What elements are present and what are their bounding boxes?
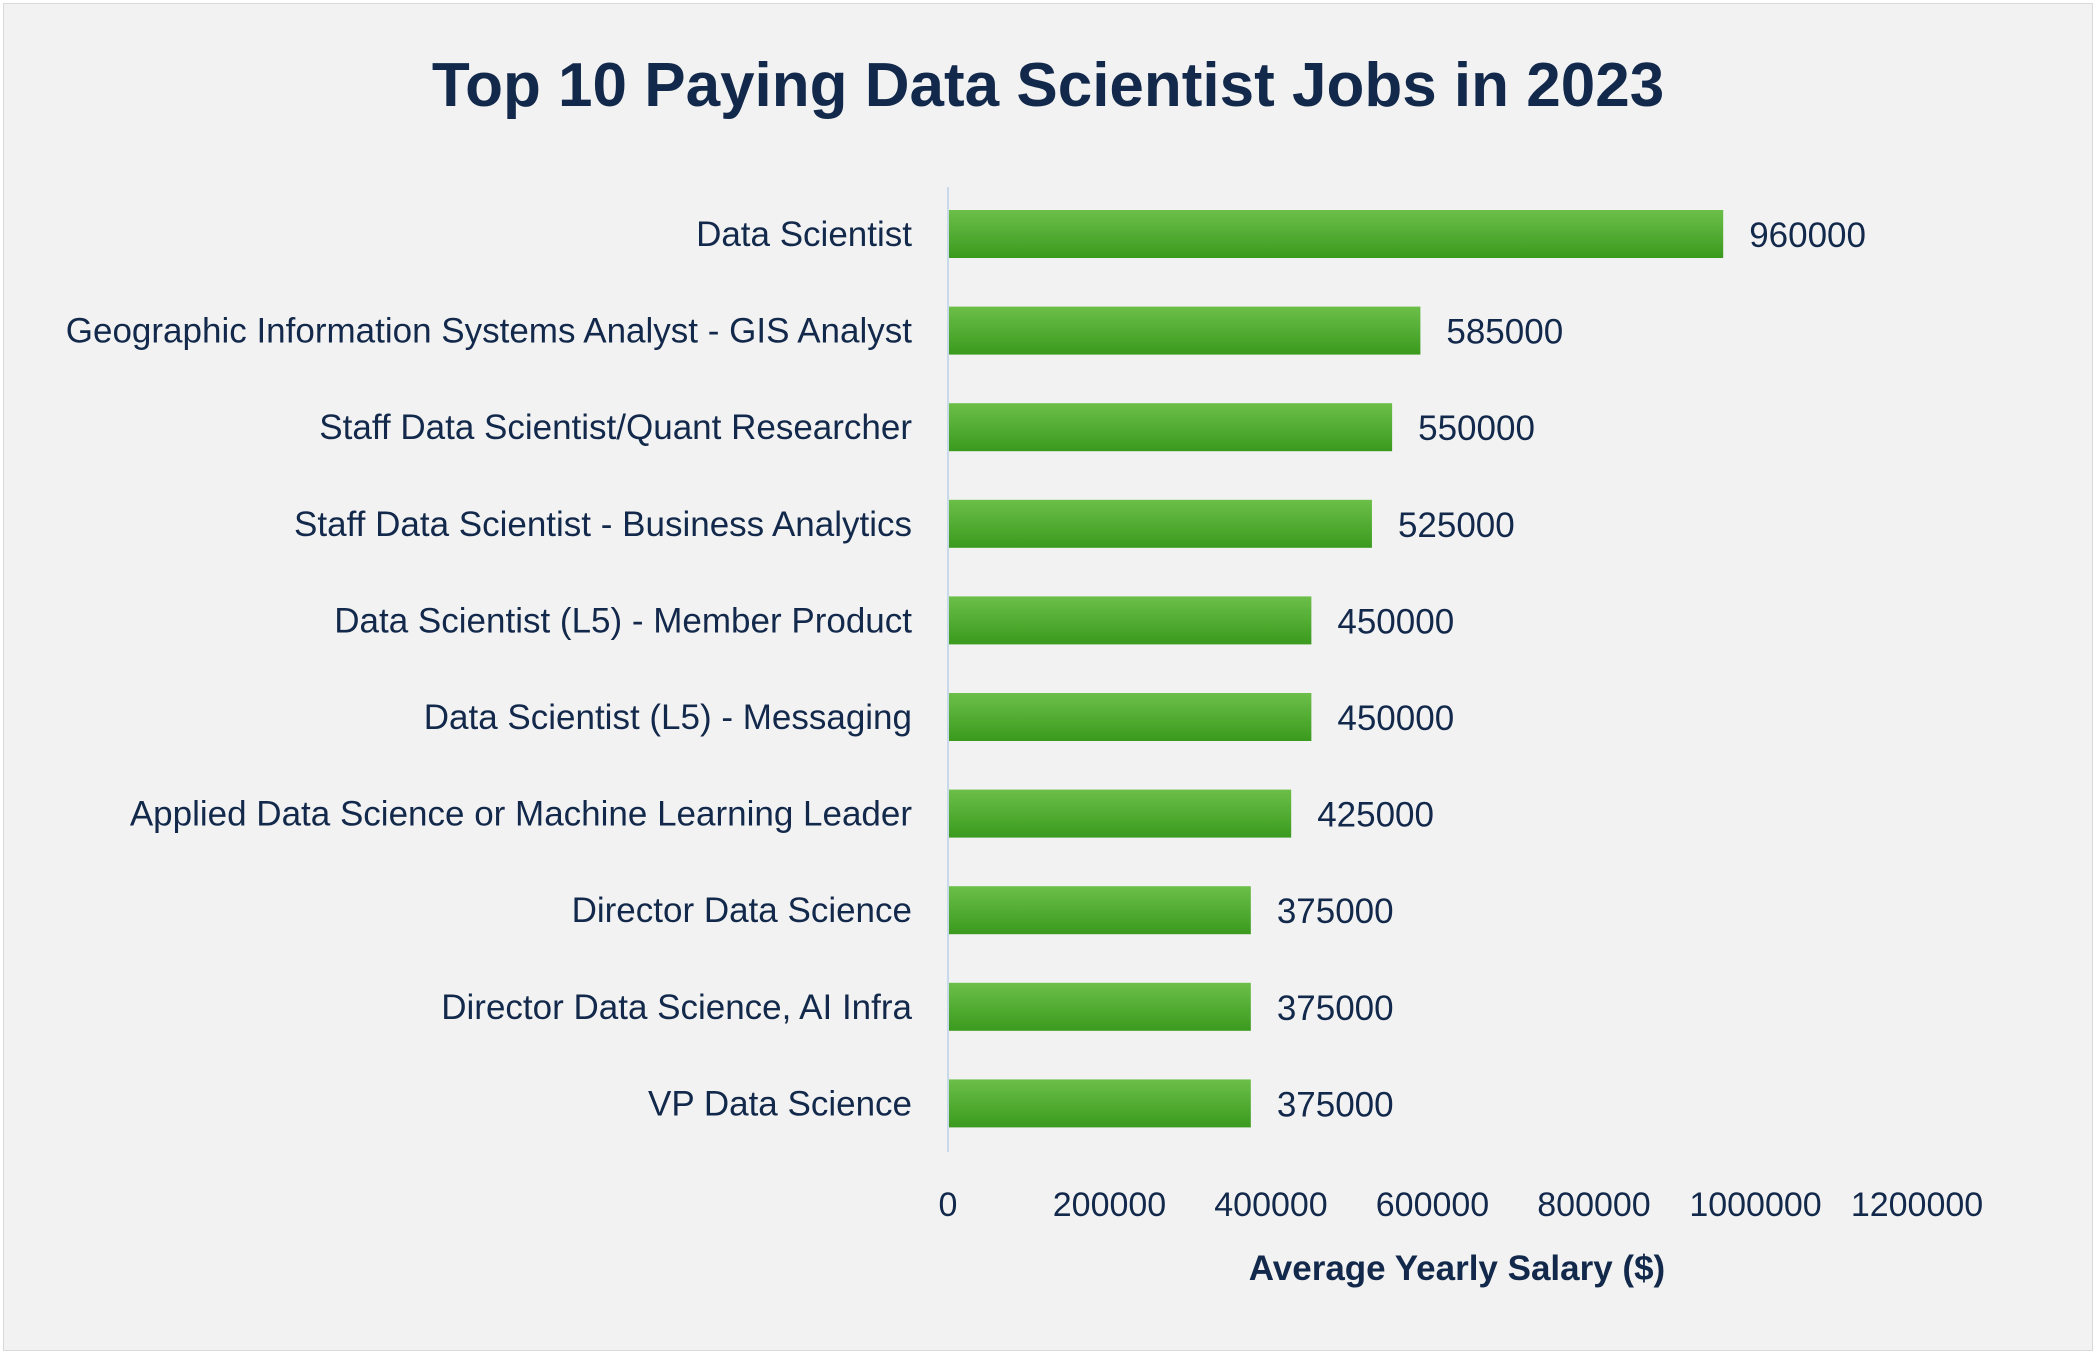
category-label: Director Data Science [572, 891, 912, 930]
category-label: VP Data Science [648, 1084, 912, 1123]
category-label: Staff Data Scientist - Business Analytic… [294, 505, 912, 544]
bar [948, 1079, 1251, 1128]
bar [948, 886, 1251, 935]
category-label: Director Data Science, AI Infra [441, 988, 912, 1027]
x-axis-title: Average Yearly Salary ($) [1249, 1249, 1665, 1288]
x-tick-label: 1200000 [1851, 1186, 1983, 1224]
data-label: 375000 [1277, 989, 1394, 1028]
category-label: Data Scientist (L5) - Member Product [334, 601, 912, 640]
chart-title: Top 10 Paying Data Scientist Jobs in 202… [432, 51, 1664, 120]
category-label: Data Scientist [696, 215, 912, 254]
data-label: 425000 [1317, 796, 1434, 835]
bar [948, 693, 1312, 741]
data-labels: 960000 585000 550000 525000 450000 450000 4250… [1277, 216, 1866, 1124]
category-labels: Data Scientist Geographic Information Sys… [66, 215, 913, 1123]
data-label: 375000 [1277, 1085, 1394, 1124]
x-tick-label: 0 [939, 1186, 958, 1224]
data-label: 550000 [1418, 409, 1535, 448]
data-label: 585000 [1446, 313, 1563, 352]
category-label: Applied Data Science or Machine Learning… [130, 795, 913, 834]
bar [948, 210, 1724, 258]
category-label: Data Scientist (L5) - Messaging [424, 698, 912, 737]
chart-area: Top 10 Paying Data Scientist Jobs in 202… [3, 3, 2093, 1351]
bar [948, 306, 1421, 355]
bar [948, 499, 1372, 548]
data-label: 375000 [1277, 892, 1394, 931]
category-label: Geographic Information Systems Analyst -… [66, 312, 912, 351]
category-label: Staff Data Scientist/Quant Researcher [319, 408, 912, 447]
x-tick-label: 200000 [1053, 1186, 1166, 1224]
bars-group [948, 210, 1724, 1128]
data-label: 525000 [1398, 506, 1515, 545]
x-tick-label: 600000 [1376, 1186, 1489, 1224]
data-label: 450000 [1337, 699, 1454, 738]
data-label: 960000 [1749, 216, 1866, 255]
x-tick-label: 400000 [1214, 1186, 1327, 1224]
bar-chart: Top 10 Paying Data Scientist Jobs in 202… [66, 51, 1984, 1288]
x-tick-label: 1000000 [1689, 1186, 1821, 1224]
bar [948, 403, 1393, 452]
bar [948, 596, 1312, 645]
data-label: 450000 [1337, 602, 1454, 641]
x-axis-ticks: 0 200000 400000 600000 800000 1000000 1200000 [939, 1186, 1984, 1224]
bar [948, 789, 1292, 838]
x-tick-label: 800000 [1537, 1186, 1650, 1224]
bar [948, 982, 1251, 1031]
